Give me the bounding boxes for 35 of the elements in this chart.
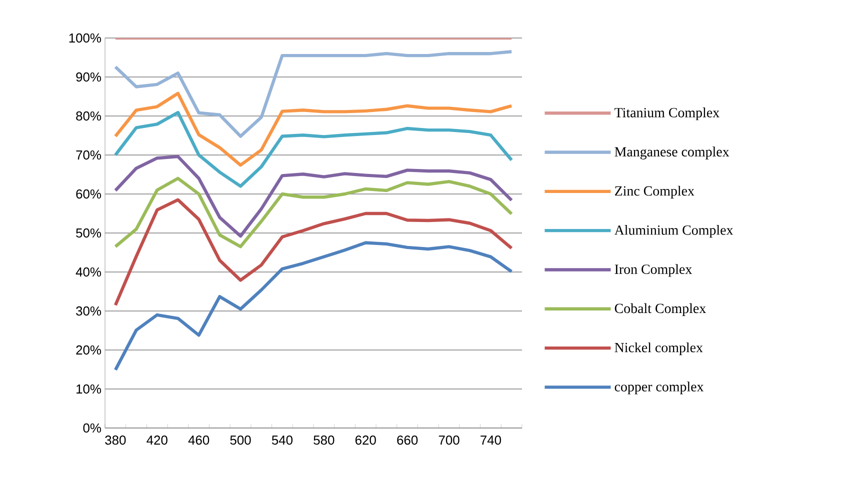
x-tick-label: 660	[397, 436, 418, 445]
y-tick-label: 70%	[76, 150, 102, 160]
y-tick-label: 90%	[76, 72, 102, 82]
y-tick-label: 20%	[76, 345, 102, 355]
x-tick-label: 580	[314, 436, 334, 445]
legend-label: Titanium Complex	[614, 108, 720, 120]
legend-label: Aluminium Complex	[614, 224, 734, 238]
legend-label: Cobalt Complex	[614, 303, 706, 316]
y-tick-label: 40%	[76, 267, 102, 277]
line-series	[114, 154, 514, 238]
legend-label: Nickel complex	[614, 342, 703, 356]
x-tick-label: 620	[355, 436, 376, 445]
x-tick-label: 740	[480, 436, 502, 445]
y-tick-label: 10%	[76, 384, 102, 394]
x-tick-label: 380	[105, 436, 126, 445]
line-series	[114, 110, 514, 188]
x-tick-label: 420	[146, 436, 168, 445]
y-tick-label: 60%	[76, 189, 102, 199]
legend-label: Iron Complex	[614, 264, 692, 277]
y-tick-label: 0%	[83, 423, 102, 433]
legend-label: Zinc Complex	[614, 186, 694, 198]
line-series	[114, 92, 514, 167]
y-tick-label: 100%	[69, 33, 102, 43]
legend-label: copper complex	[614, 382, 704, 394]
line-series	[114, 198, 514, 307]
y-tick-label: 30%	[76, 306, 102, 316]
line-series	[114, 241, 514, 372]
y-tick-label: 50%	[76, 228, 102, 238]
x-tick-label: 540	[272, 436, 293, 445]
line-series	[114, 176, 514, 248]
legend-label: Manganese complex	[614, 146, 730, 160]
x-tick-label: 700	[438, 436, 460, 445]
x-tick-label: 500	[230, 436, 251, 445]
x-tick-label: 460	[188, 436, 210, 445]
y-tick-label: 80%	[76, 111, 102, 121]
